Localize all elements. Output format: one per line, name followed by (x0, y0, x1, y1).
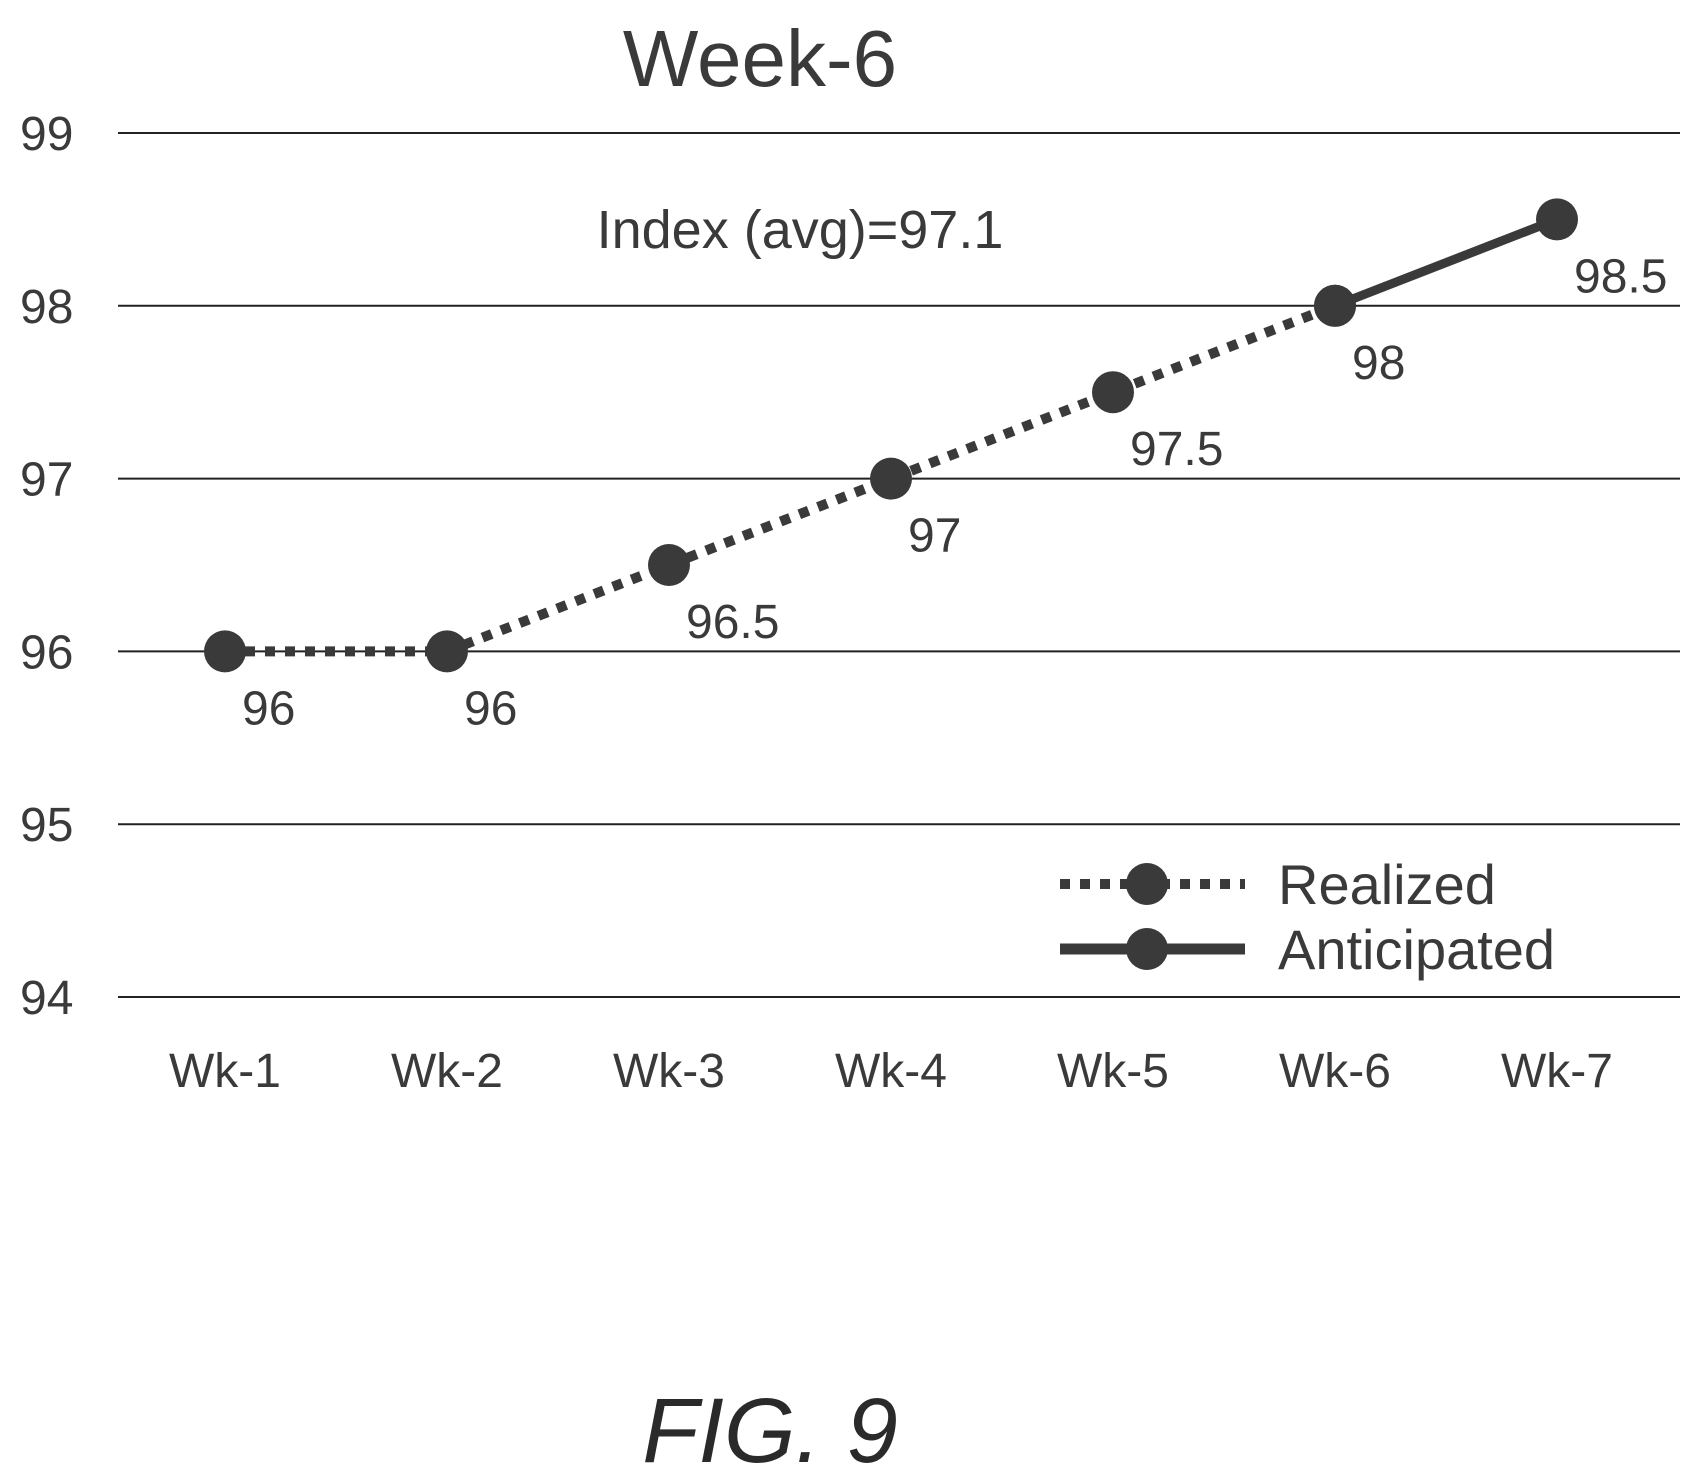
data-point-realized (870, 457, 912, 500)
y-tick-label: 97 (20, 454, 73, 507)
y-tick-label: 96 (20, 626, 73, 679)
index-average-annotation: Index (avg)=97.1 (597, 200, 1004, 260)
data-point-realized (204, 630, 246, 673)
series-line-anticipated (1333, 215, 1559, 310)
y-tick-label: 95 (20, 799, 73, 852)
data-label-realized: 97.5 (1130, 423, 1223, 476)
data-point-realized (1092, 371, 1134, 414)
x-tick-label: Wk-7 (1501, 1045, 1613, 1098)
data-point-anticipated (1314, 284, 1356, 327)
data-label-realized: 97 (908, 510, 961, 563)
x-tick-label: Wk-1 (169, 1045, 281, 1098)
legend-label-realized: Realized (1278, 853, 1496, 916)
data-point-anticipated (1536, 198, 1578, 241)
data-point-realized (648, 544, 690, 586)
figure-caption: FIG. 9 (642, 1380, 898, 1482)
data-label-anticipated: 98 (1352, 337, 1405, 390)
data-label-realized: 96 (464, 682, 517, 735)
series-line-realized (225, 301, 1337, 657)
data-point-realized (426, 630, 468, 673)
x-tick-label: Wk-2 (391, 1045, 503, 1098)
legend-label-anticipated: Anticipated (1278, 918, 1555, 981)
legend: Realized Anticipated (1060, 853, 1555, 981)
y-axis-tick-labels: 99 98 97 96 95 94 (20, 108, 73, 1025)
y-tick-label: 98 (20, 281, 73, 334)
legend-marker-anticipated (1126, 928, 1168, 970)
data-labels: 96 96 96.5 97 97.5 98 98.5 (242, 250, 1667, 735)
data-label-realized: 96 (242, 682, 295, 735)
y-tick-label: 99 (20, 108, 73, 161)
chart-title: Week-6 (623, 14, 897, 103)
x-tick-label: Wk-3 (613, 1045, 725, 1098)
legend-marker-realized (1126, 863, 1168, 905)
x-tick-label: Wk-5 (1057, 1045, 1169, 1098)
y-tick-label: 94 (20, 972, 73, 1025)
data-points (204, 198, 1578, 673)
x-axis-tick-labels: Wk-1 Wk-2 Wk-3 Wk-4 Wk-5 Wk-6 Wk-7 (169, 1045, 1613, 1098)
series-lines (225, 215, 1559, 657)
data-label-anticipated: 98.5 (1574, 250, 1667, 303)
x-tick-label: Wk-6 (1279, 1045, 1391, 1098)
x-tick-label: Wk-4 (835, 1045, 947, 1098)
data-label-realized: 96.5 (686, 596, 779, 649)
